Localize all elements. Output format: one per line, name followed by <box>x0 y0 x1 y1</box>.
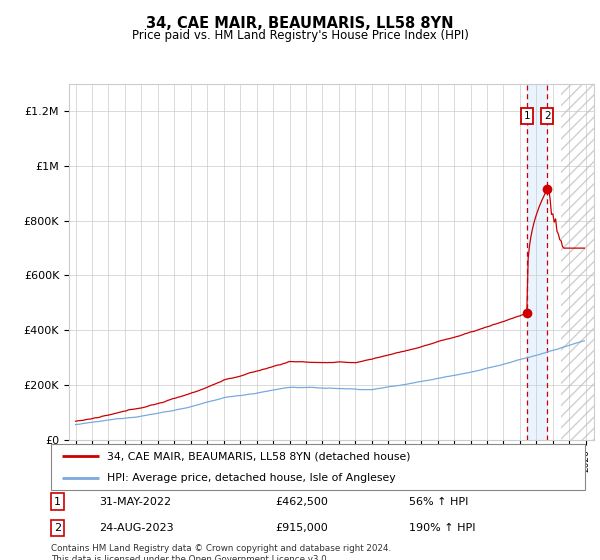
Text: 56% ↑ HPI: 56% ↑ HPI <box>409 497 468 507</box>
Bar <box>561 84 599 440</box>
Text: Contains HM Land Registry data © Crown copyright and database right 2024.
This d: Contains HM Land Registry data © Crown c… <box>51 544 391 560</box>
Text: 1: 1 <box>54 497 61 507</box>
Text: HPI: Average price, detached house, Isle of Anglesey: HPI: Average price, detached house, Isle… <box>107 473 395 483</box>
Text: 31-MAY-2022: 31-MAY-2022 <box>99 497 171 507</box>
Bar <box>527 84 547 440</box>
Text: 2: 2 <box>544 111 550 121</box>
Text: Price paid vs. HM Land Registry's House Price Index (HPI): Price paid vs. HM Land Registry's House … <box>131 29 469 42</box>
Text: £915,000: £915,000 <box>275 523 328 533</box>
Text: 34, CAE MAIR, BEAUMARIS, LL58 8YN: 34, CAE MAIR, BEAUMARIS, LL58 8YN <box>146 16 454 31</box>
FancyBboxPatch shape <box>51 444 585 490</box>
Text: 190% ↑ HPI: 190% ↑ HPI <box>409 523 475 533</box>
Bar <box>561 84 599 440</box>
Text: £462,500: £462,500 <box>275 497 328 507</box>
Text: 2: 2 <box>54 523 61 533</box>
Text: 24-AUG-2023: 24-AUG-2023 <box>99 523 173 533</box>
Text: 34, CAE MAIR, BEAUMARIS, LL58 8YN (detached house): 34, CAE MAIR, BEAUMARIS, LL58 8YN (detac… <box>107 451 410 461</box>
Text: 1: 1 <box>524 111 530 121</box>
